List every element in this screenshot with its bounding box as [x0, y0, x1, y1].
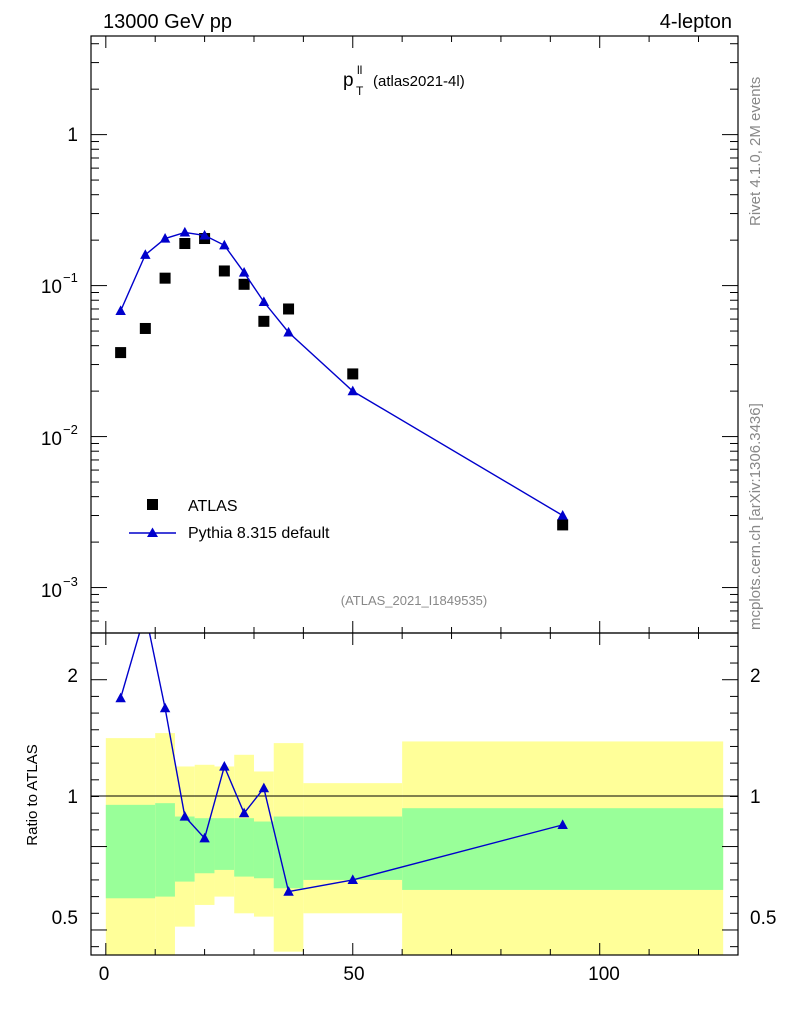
green-band-bin-3 [194, 818, 215, 874]
pythia-point-0 [115, 305, 126, 316]
green-band-bin-1 [155, 803, 175, 897]
ratio-point-6 [238, 807, 250, 818]
title-rest: (atlas2021-4l) [373, 73, 465, 90]
atlas-point-8 [283, 303, 295, 315]
green-band-bin-8 [303, 816, 403, 880]
ratio-point-10 [557, 819, 568, 829]
ratio-point-0 [115, 692, 126, 703]
green-band-bin-2 [174, 816, 195, 882]
main-y-tick-labels: 1 10 −1 10 −2 10 −3 [41, 125, 78, 602]
header-left: 13000 GeV pp [103, 11, 232, 33]
ratio-point-8 [283, 886, 294, 896]
legend: ATLAS Pythia 8.315 default [129, 498, 330, 542]
ratio-point-1 [140, 607, 150, 617]
y-tick-exp-1e-2: −2 [63, 422, 78, 437]
ratio-y-tick-2-right: 2 [750, 666, 761, 687]
analysis-label: (ATLAS_2021_I1849535) [341, 593, 487, 608]
ratio-point-7 [258, 782, 270, 793]
ratio-point-2 [159, 702, 171, 713]
title-main: p [343, 70, 354, 91]
pythia-point-5 [219, 239, 230, 250]
title-sup: ll [357, 63, 362, 77]
title-sub: T [356, 84, 364, 98]
green-band-bin-5 [234, 818, 254, 877]
main-series [115, 226, 569, 531]
pythia-point-7 [258, 296, 270, 307]
y-tick-label-1e-3: 10 [41, 581, 62, 602]
pythia-line [119, 231, 564, 517]
pythia-point-8 [283, 326, 294, 337]
ratio-y-tick-2-left: 2 [67, 666, 78, 687]
ratio-y-tick-labels: 2 1 0.5 2 1 0.5 [52, 666, 777, 929]
pythia-point-9 [347, 385, 358, 396]
ratio-y-label: Ratio to ATLAS [24, 744, 41, 845]
ratio-point-4 [199, 832, 210, 843]
y-tick-label-1e-2: 10 [41, 429, 62, 450]
main-frame [90, 35, 739, 634]
ratio-point-9 [347, 874, 358, 885]
atlas-point-10 [557, 519, 569, 531]
atlas-point-2 [159, 272, 171, 284]
ratio-y-tick-05-right: 0.5 [750, 908, 776, 929]
pythia-point-3 [179, 226, 191, 237]
pythia-point-2 [159, 233, 171, 243]
atlas-point-0 [115, 347, 127, 359]
ratio-point-5 [219, 760, 230, 771]
pythia-point-6 [238, 267, 250, 277]
ratio-y-tick-05-left: 0.5 [52, 908, 78, 929]
green-band-bin-6 [253, 821, 274, 879]
pythia-point-1 [140, 249, 151, 259]
side-label-rivet: Rivet 4.1.0, 2M events [747, 77, 764, 226]
atlas-point-9 [347, 368, 359, 380]
legend-marker-pythia [147, 527, 158, 537]
y-tick-label-1e-1: 10 [41, 277, 62, 298]
ratio-y-tick-1-right: 1 [750, 787, 761, 808]
ratio-bands [105, 733, 724, 955]
x-tick-label-50: 50 [343, 964, 364, 985]
ratio-series [115, 607, 568, 896]
y-tick-exp-1e-3: −3 [63, 574, 78, 589]
pythia-point-10 [557, 510, 568, 520]
pythia-point-4 [199, 229, 210, 240]
ratio-y-tick-1-left: 1 [67, 787, 78, 808]
green-band-bin-0 [105, 804, 156, 899]
atlas-point-6 [238, 278, 250, 290]
x-tick-label-0: 0 [99, 964, 110, 985]
x-tick-label-100: 100 [588, 964, 620, 985]
atlas-point-1 [139, 322, 151, 334]
y-tick-label-1: 1 [67, 125, 78, 146]
legend-label-atlas: ATLAS [188, 498, 238, 515]
header-right: 4-lepton [660, 11, 732, 33]
ratio-point-3 [179, 811, 191, 821]
legend-marker-atlas [147, 499, 158, 510]
chart-title: p ll T (atlas2021-4l) [343, 63, 465, 98]
legend-label-pythia: Pythia 8.315 default [188, 525, 330, 542]
ratio-frame [90, 632, 739, 956]
green-band-bin-4 [214, 818, 235, 870]
axis-ticks [91, 36, 738, 955]
green-band-bin-7 [273, 816, 304, 889]
atlas-point-7 [258, 315, 270, 327]
x-tick-labels: 0 50 100 [99, 964, 620, 985]
y-tick-exp-1e-1: −1 [63, 270, 78, 285]
side-label-mcplots: mcplots.cern.ch [arXiv:1306.3436] [747, 403, 764, 630]
atlas-point-3 [179, 238, 191, 250]
atlas-point-5 [218, 265, 230, 277]
